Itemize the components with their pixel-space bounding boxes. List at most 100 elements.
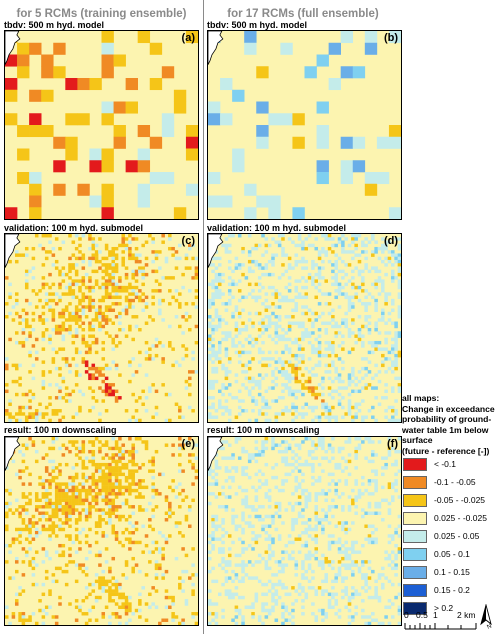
raster-cell [334,295,338,300]
raster-cell [391,308,395,312]
raster-cell [224,479,229,483]
raster-cell [34,409,39,413]
raster-cell [231,466,235,470]
raster-cell [101,42,114,55]
raster-cell [271,437,275,441]
raster-cell [374,472,378,477]
raster-cell [234,396,239,400]
raster-cell [352,160,366,173]
raster-cell [261,396,265,400]
raster-cell [281,521,285,525]
raster-cell [98,576,102,580]
raster-cell [357,234,362,238]
raster-cell [256,125,269,138]
raster-cell [337,240,342,244]
raster-cell [58,272,62,277]
raster-cell [241,540,245,545]
raster-cell [377,501,382,506]
raster-cell [21,344,26,348]
raster-cell [111,589,116,593]
raster-cell [54,514,59,519]
raster-cell [261,285,265,290]
raster-cell [341,543,345,548]
raster-cell [397,547,401,551]
raster-cell [314,505,319,509]
raster-cell [337,537,342,541]
raster-cell [334,482,338,486]
raster-cell [394,563,398,567]
raster-cell [74,579,79,584]
raster-cell [277,298,282,303]
raster-cell [221,279,225,283]
raster-cell [211,337,215,342]
raster-cell [264,524,269,528]
raster-cell [374,266,378,270]
raster-cell [211,492,215,496]
raster-cell [394,344,398,348]
raster-cell [174,298,179,303]
raster-cell [211,618,215,622]
raster-cell [361,415,365,419]
raster-cell [367,383,372,387]
raster-cell [114,615,119,619]
raster-cell [21,618,26,622]
raster-cell [14,498,19,503]
raster-cell [234,373,239,377]
raster-cell [391,363,395,368]
raster-cell [144,409,149,413]
raster-cell [261,363,265,368]
raster-cell [58,505,62,509]
raster-cell [68,553,72,558]
raster-cell [344,295,348,300]
raster-cell [128,305,132,309]
raster-cell [124,621,129,625]
raster-cell [254,488,259,493]
raster-cell [124,246,129,251]
raster-cell [148,501,152,506]
raster-cell [94,508,99,512]
raster-cell [128,485,132,490]
raster-cell [21,412,26,416]
raster-cell [261,340,265,345]
raster-cell [367,576,372,580]
raster-cell [314,396,319,400]
raster-cell [334,488,338,493]
raster-cell [247,366,252,371]
raster-cell [287,282,292,287]
raster-cell [111,508,116,512]
raster-cell [88,488,92,493]
map-panel-c: (c) [4,233,199,423]
raster-cell [118,485,122,490]
raster-cell [324,328,328,332]
raster-cell [364,615,368,619]
raster-cell [114,253,119,257]
raster-cell [337,462,342,467]
raster-cell [114,443,119,447]
raster-cell [171,479,175,483]
raster-cell [247,318,252,322]
raster-cell [304,292,309,296]
raster-cell [194,573,198,577]
raster-cell [271,373,275,377]
map-panel-b: (b) [207,30,402,220]
raster-cell [61,292,66,296]
raster-cell [251,563,255,567]
raster-cell [148,459,152,464]
raster-cell [28,540,32,545]
raster-cell [81,443,86,447]
raster-cell [78,547,82,551]
raster-cell [324,576,328,580]
raster-cell [347,563,352,567]
raster-cell [244,498,249,503]
raster-cell [354,446,358,451]
raster-cell [98,595,102,600]
raster-cell [301,373,305,377]
raster-cell [354,456,358,460]
raster-cell [98,553,102,558]
raster-cell [131,531,135,535]
raster-cell [271,518,275,522]
raster-cell [164,605,169,609]
raster-cell [334,370,338,374]
raster-cell [281,566,285,571]
raster-cell [53,160,66,173]
